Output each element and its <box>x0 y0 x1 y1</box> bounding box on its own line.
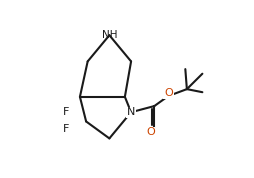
Text: F: F <box>62 124 69 134</box>
Text: N: N <box>126 107 135 117</box>
Text: F: F <box>62 107 69 117</box>
Text: O: O <box>146 127 154 137</box>
Text: O: O <box>163 88 172 98</box>
Text: NH: NH <box>101 30 117 40</box>
